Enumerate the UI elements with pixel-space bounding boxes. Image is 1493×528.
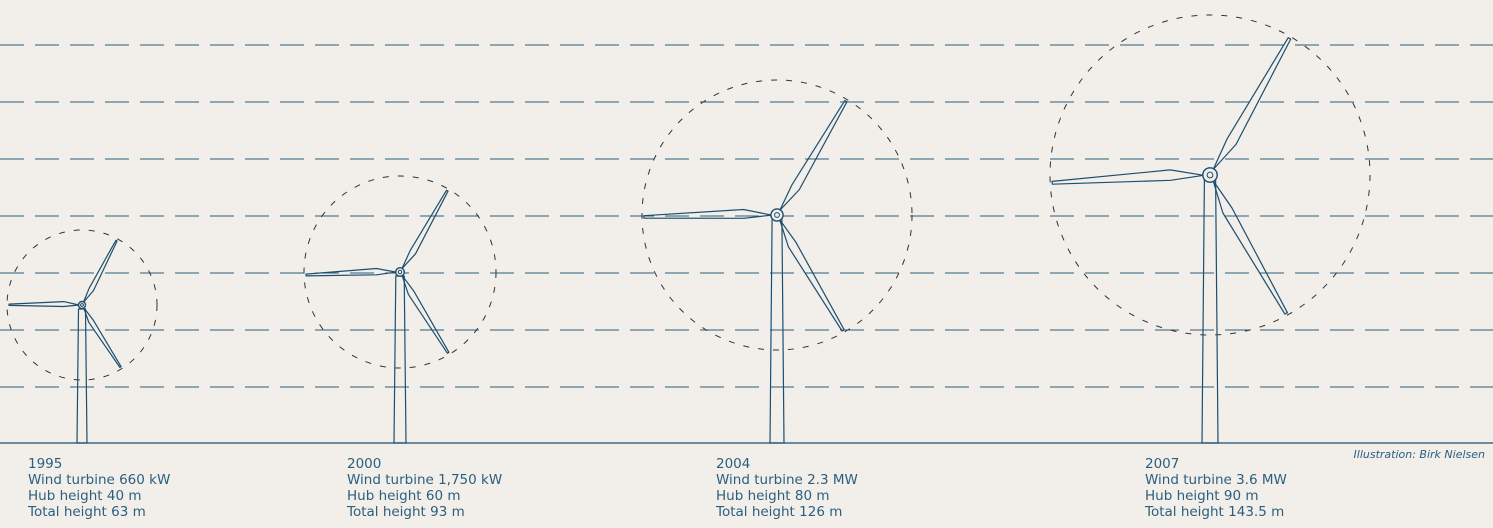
caption-total-height: Total height 143.5 m (1145, 504, 1285, 520)
rotor-swept-circle (641, 79, 913, 351)
hub (770, 208, 784, 222)
blade (779, 219, 845, 332)
blade (401, 274, 450, 354)
blade (1212, 180, 1289, 315)
blade (401, 189, 449, 270)
blade (779, 99, 848, 211)
blade (1051, 169, 1205, 185)
blade (82, 239, 118, 303)
hub-center (774, 212, 780, 218)
hub (394, 266, 406, 278)
caption-hub-height: Hub height 60 m (347, 488, 461, 504)
caption-total-height: Total height 93 m (347, 504, 465, 520)
turbine-caption-2000: 2000 Wind turbine 1,750 kW Hub height 60… (347, 456, 502, 520)
blade (643, 208, 773, 219)
caption-rating: Wind turbine 3.6 MW (1145, 472, 1287, 488)
hub-center (1206, 171, 1214, 179)
caption-rating: Wind turbine 660 kW (28, 472, 171, 488)
rotor-swept-circle (1049, 14, 1371, 336)
hub-center (397, 269, 403, 275)
blade (8, 301, 80, 308)
caption-year: 2004 (716, 456, 751, 472)
caption-year: 2000 (347, 456, 382, 472)
caption-rating: Wind turbine 2.3 MW (716, 472, 858, 488)
caption-year: 2007 (1145, 456, 1180, 472)
turbine-caption-2007: 2007 Wind turbine 3.6 MW Hub height 90 m… (1145, 456, 1287, 520)
caption-year: 1995 (28, 456, 63, 472)
hub-center (80, 303, 84, 307)
illustration-credit: Illustration: Birk Nielsen (1353, 448, 1485, 461)
tower (1201, 178, 1219, 444)
turbine-caption-1995: 1995 Wind turbine 660 kW Hub height 40 m… (28, 456, 170, 520)
hub (1202, 167, 1218, 183)
rotor-swept-circle (303, 175, 497, 369)
tower (76, 308, 88, 444)
caption-hub-height: Hub height 80 m (716, 488, 830, 504)
caption-rating: Wind turbine 1,750 kW (347, 472, 503, 488)
hub (77, 300, 87, 310)
caption-total-height: Total height 63 m (28, 504, 146, 520)
turbine-caption-2004: 2004 Wind turbine 2.3 MW Hub height 80 m… (716, 456, 858, 520)
caption-hub-height: Hub height 90 m (1145, 488, 1259, 504)
tower (393, 275, 407, 444)
blade (82, 306, 122, 368)
blade (1212, 37, 1292, 171)
tower (769, 218, 785, 444)
blade (305, 267, 397, 277)
rotor-swept-circle (6, 229, 158, 381)
caption-hub-height: Hub height 40 m (28, 488, 142, 504)
caption-total-height: Total height 126 m (716, 504, 843, 520)
